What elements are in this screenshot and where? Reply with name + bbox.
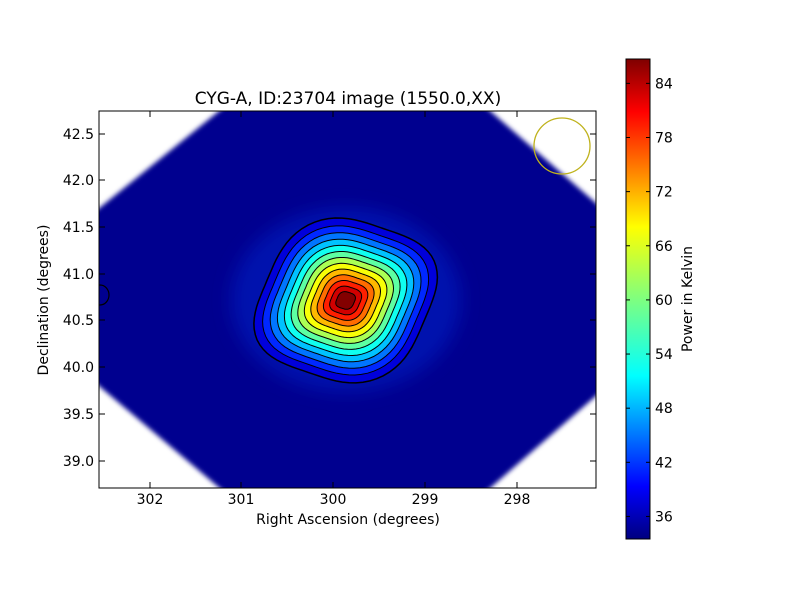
x-tick-label: 300 (320, 492, 347, 508)
y-tick-label: 39.0 (63, 454, 94, 470)
chart-title: CYG-A, ID:23704 image (1550.0,XX) (195, 89, 501, 109)
x-tick-label: 299 (412, 492, 439, 508)
colorbar-ticks (626, 82, 650, 517)
y-tick-label: 40.5 (63, 313, 94, 329)
x-tick-label: 298 (504, 492, 531, 508)
y-tick-label: 41.0 (63, 267, 94, 283)
x-axis: 302 301 300 299 298 Right Ascension (deg… (137, 111, 531, 528)
contour-layers (253, 217, 439, 384)
colorbar-tick-label: 66 (655, 239, 673, 255)
y-tick-label: 39.5 (63, 407, 94, 423)
colorbar: 36 42 48 54 60 66 72 78 84 Power in Kelv… (625, 58, 696, 540)
colorbar-tick-label: 54 (655, 347, 673, 363)
x-axis-label: Right Ascension (degrees) (256, 512, 440, 528)
x-tick-label: 302 (137, 492, 164, 508)
colorbar-tick-label: 60 (655, 293, 673, 309)
edge-source-contour (99, 284, 110, 306)
plot-area (98, 110, 597, 489)
colorbar-tick-label: 78 (655, 130, 673, 146)
beam-circle (533, 117, 591, 175)
colorbar-tick-label: 42 (655, 455, 673, 471)
colorbar-frame (625, 58, 651, 540)
y-axis-label: Declination (degrees) (36, 225, 52, 376)
colorbar-tick-label: 72 (655, 185, 673, 201)
y-tick-label: 41.5 (63, 220, 94, 236)
colorbar-tick-label: 84 (655, 76, 673, 92)
colorbar-gradient (626, 59, 650, 539)
y-axis: 39.0 39.5 40.0 40.5 41.0 41.5 42.0 42.5 … (36, 127, 596, 470)
y-tick-label: 40.0 (63, 360, 94, 376)
y-tick-label: 42.0 (63, 173, 94, 189)
contour-level (335, 291, 357, 310)
x-tick-label: 301 (228, 492, 255, 508)
plot-frame (98, 110, 597, 489)
y-tick-label: 42.5 (63, 127, 94, 143)
colorbar-tick-label: 48 (655, 401, 673, 417)
colorbar-label: Power in Kelvin (680, 246, 696, 352)
colorbar-tick-label: 36 (655, 509, 673, 525)
